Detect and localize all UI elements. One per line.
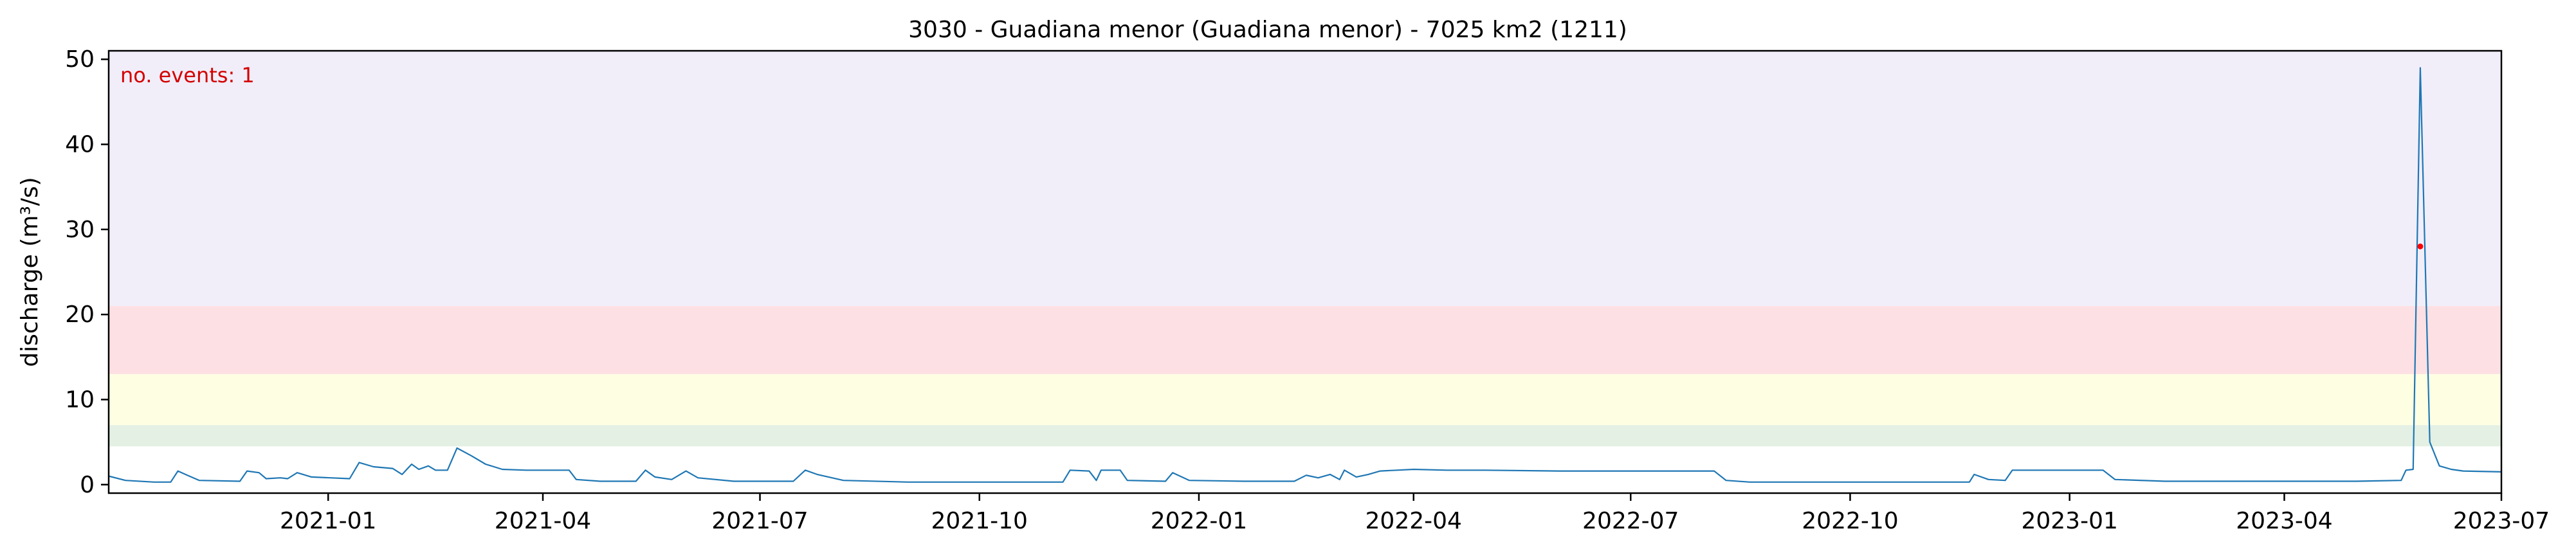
y-tick-label: 30 — [65, 217, 95, 243]
threshold-band-2 — [109, 374, 2501, 426]
x-tick-label: 2021-04 — [495, 508, 591, 534]
threshold-bands — [109, 51, 2501, 447]
x-tick-label: 2022-10 — [1802, 508, 1898, 534]
x-tick-label: 2021-07 — [711, 508, 808, 534]
events-annotation: no. events: 1 — [120, 63, 255, 87]
y-tick-label: 10 — [65, 386, 95, 413]
y-tick-label: 50 — [65, 46, 95, 73]
chart-title: 3030 - Guadiana menor (Guadiana menor) -… — [908, 17, 1627, 43]
y-tick-label: 20 — [65, 302, 95, 328]
threshold-band-1 — [109, 425, 2501, 447]
x-axis: 2021-01 2021-04 2021-07 2021-10 2022-01 2022-… — [280, 493, 2550, 534]
series-line-1 — [108, 67, 2502, 483]
threshold-band-4 — [109, 51, 2501, 306]
x-tick-label: 2023-04 — [2236, 508, 2332, 534]
y-tick-label: 0 — [80, 472, 95, 498]
x-tick-label: 2022-07 — [1582, 508, 1679, 534]
x-tick-label: 2023-07 — [2453, 508, 2550, 534]
x-tick-label: 2021-10 — [931, 508, 1028, 534]
event-marker-1 — [2417, 243, 2424, 249]
x-tick-label: 2022-01 — [1151, 508, 1247, 534]
series-layer — [108, 67, 2502, 483]
plot-frame — [107, 50, 2503, 494]
x-tick-label: 2021-01 — [280, 508, 376, 534]
y-axis-label: discharge (m³/s) — [17, 177, 43, 366]
x-tick-label: 2022-04 — [1366, 508, 1462, 534]
threshold-band-3 — [109, 305, 2501, 374]
x-tick-label: 2023-01 — [2021, 508, 2117, 534]
y-axis: 0 10 20 30 40 50 — [65, 46, 109, 498]
y-tick-label: 40 — [65, 132, 95, 158]
event-markers — [2417, 243, 2424, 249]
